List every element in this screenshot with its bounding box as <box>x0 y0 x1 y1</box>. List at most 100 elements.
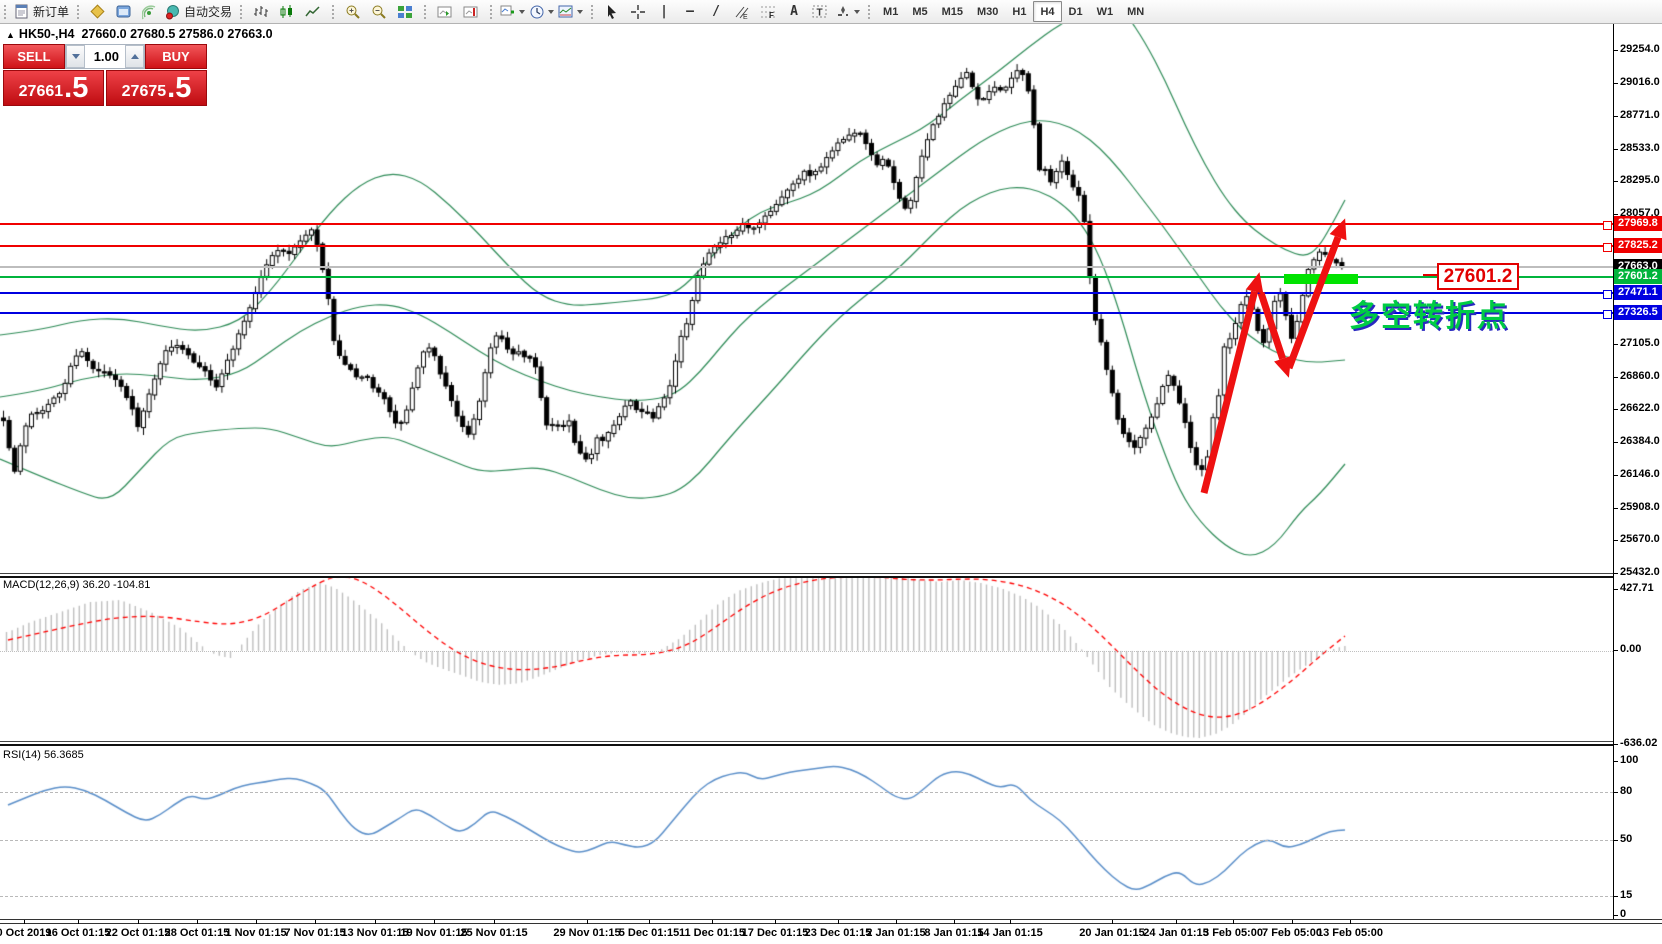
dropdown-arrow-icon[interactable] <box>854 9 861 14</box>
dropdown-arrow-icon[interactable] <box>519 9 526 14</box>
bid-price-line[interactable] <box>0 266 1613 268</box>
tf-d1[interactable]: D1 <box>1062 1 1090 22</box>
bar-chart-button[interactable] <box>248 2 274 22</box>
rsi-axis-tick <box>1613 761 1618 762</box>
tf-h1[interactable]: H1 <box>1005 1 1033 22</box>
price-tag-box[interactable]: 27601.2 <box>1437 263 1519 290</box>
sell-button[interactable]: SELL <box>3 44 65 69</box>
time-axis-tick <box>375 920 376 924</box>
buy-button[interactable]: BUY <box>145 44 207 69</box>
price-axis-value: 27105.0 <box>1620 337 1660 349</box>
vertical-line-button[interactable]: | <box>651 2 677 22</box>
tf-m1[interactable]: M1 <box>876 1 905 22</box>
cursor-button[interactable] <box>599 2 625 22</box>
time-axis-tick <box>587 920 588 924</box>
pivot-line-27601[interactable] <box>0 276 1613 278</box>
add-indicator-button[interactable] <box>498 2 527 22</box>
rsi-panel[interactable] <box>0 744 1613 919</box>
price-axis-tick <box>1613 149 1618 150</box>
support-line-27326-handle[interactable] <box>1603 310 1612 319</box>
rsi-panel-splitter[interactable] <box>0 741 1613 746</box>
time-axis-label: 3 Feb 05:00 <box>1203 927 1263 939</box>
time-axis-label: 29 Nov 01:15 <box>553 927 621 939</box>
macd-panel-splitter[interactable] <box>0 573 1613 578</box>
toolbar-drag-handle[interactable] <box>868 4 872 19</box>
new-order-button[interactable]: 新订单 <box>12 2 71 22</box>
rsi-level-line <box>0 840 1613 841</box>
toolbar-drag-handle[interactable] <box>591 4 595 19</box>
toolbar-group: 新订单 <box>0 1 73 23</box>
zoom-in-button[interactable] <box>340 2 366 22</box>
tf-m15[interactable]: M15 <box>935 1 970 22</box>
time-axis-tick <box>24 920 25 924</box>
macd-panel[interactable] <box>0 576 1613 741</box>
buy-price-main: 27675 <box>121 83 167 100</box>
resistance-line-27825-handle[interactable] <box>1603 243 1612 252</box>
auto-scroll-button[interactable] <box>432 2 458 22</box>
time-axis-label: 19 Nov 01:15 <box>400 927 468 939</box>
toolbar-drag-handle[interactable] <box>240 4 244 19</box>
volume-decrease-button[interactable] <box>66 45 85 68</box>
tf-w1[interactable]: W1 <box>1090 1 1121 22</box>
trendline-button[interactable]: / <box>703 2 729 22</box>
signal-icon <box>142 4 158 20</box>
clock-icon <box>529 4 545 20</box>
toolbar-drag-handle[interactable] <box>332 4 336 19</box>
candlestick-button[interactable] <box>274 2 300 22</box>
crosshair-button[interactable] <box>625 2 651 22</box>
support-line-27326[interactable] <box>0 312 1613 314</box>
tf-m5[interactable]: M5 <box>905 1 934 22</box>
toolbar-drag-handle[interactable] <box>4 4 8 19</box>
time-axis-tick <box>138 920 139 924</box>
volume-increase-button[interactable] <box>125 45 144 68</box>
toolbar-drag-handle[interactable] <box>490 4 494 19</box>
price-axis-line <box>1613 23 1614 923</box>
fibonacci-button[interactable]: F <box>755 2 781 22</box>
shapes-button[interactable] <box>833 2 862 22</box>
tile-windows-button[interactable] <box>392 2 418 22</box>
support-line-27471[interactable] <box>0 292 1613 294</box>
toolbar-drag-handle[interactable] <box>424 4 428 19</box>
template-button[interactable] <box>556 2 585 22</box>
buy-price-panel[interactable]: 27675 .5 <box>106 70 207 106</box>
green-highlight-bar[interactable] <box>1284 274 1358 284</box>
dropdown-arrow-icon[interactable] <box>548 9 555 14</box>
price-level-badge: 27471.1 <box>1614 285 1662 300</box>
time-axis-label: 28 Oct 01:15 <box>164 927 230 939</box>
toolbar-group: 自动交易 <box>73 1 236 23</box>
zoom-out-button[interactable] <box>366 2 392 22</box>
time-axis-label: 17 Dec 01:15 <box>741 927 809 939</box>
resistance-line-27825[interactable] <box>0 245 1613 247</box>
text-button[interactable]: A <box>781 2 807 22</box>
channel-button[interactable]: E <box>729 2 755 22</box>
tf-mn[interactable]: MN <box>1120 1 1151 22</box>
candles-icon <box>279 4 295 20</box>
price-axis-tick <box>1613 475 1618 476</box>
horizontal-line-button[interactable]: — <box>677 2 703 22</box>
price-axis-value: 26384.0 <box>1620 435 1660 447</box>
tf-h4[interactable]: H4 <box>1033 1 1062 22</box>
time-axis-label: 16 Oct 01:15 <box>45 927 111 939</box>
sell-price-panel[interactable]: 27661 .5 <box>3 70 104 106</box>
support-line-27471-handle[interactable] <box>1603 290 1612 299</box>
dropdown-arrow-icon[interactable] <box>577 9 584 14</box>
data-window-button[interactable] <box>111 2 137 22</box>
period-button[interactable] <box>527 2 556 22</box>
time-axis-label: 14 Jan 01:15 <box>977 927 1043 939</box>
line-chart-button[interactable] <box>300 2 326 22</box>
svg-text:T: T <box>817 7 823 18</box>
new-order-button-label: 新订单 <box>33 5 70 19</box>
volume-value[interactable]: 1.00 <box>93 49 119 64</box>
label-button[interactable]: T <box>807 2 833 22</box>
market-watch-button[interactable] <box>85 2 111 22</box>
turning-point-text[interactable]: 多空转折点 <box>1349 300 1509 333</box>
tf-m30[interactable]: M30 <box>970 1 1005 22</box>
rsi-label: RSI(14) 56.3685 <box>3 749 84 761</box>
toolbar-drag-handle[interactable] <box>77 4 81 19</box>
chart-shift-button[interactable] <box>458 2 484 22</box>
signals-button[interactable] <box>137 2 163 22</box>
autotrading-button[interactable]: 自动交易 <box>163 2 234 22</box>
resistance-line-27969-handle[interactable] <box>1603 221 1612 230</box>
resistance-line-27969[interactable] <box>0 223 1613 225</box>
